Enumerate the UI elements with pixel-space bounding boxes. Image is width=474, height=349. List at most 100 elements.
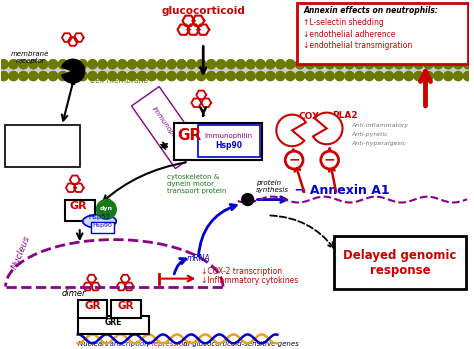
Circle shape bbox=[276, 72, 285, 81]
Circle shape bbox=[78, 60, 87, 69]
Circle shape bbox=[9, 72, 18, 81]
Circle shape bbox=[39, 60, 47, 69]
Circle shape bbox=[207, 72, 216, 81]
Text: cytoskeleton &
dynein motor
transport protein: cytoskeleton & dynein motor transport pr… bbox=[167, 174, 226, 194]
Circle shape bbox=[19, 72, 28, 81]
Circle shape bbox=[384, 72, 393, 81]
Circle shape bbox=[0, 72, 8, 81]
Circle shape bbox=[237, 72, 245, 81]
Circle shape bbox=[444, 72, 453, 81]
Text: Anti-inflammatory: Anti-inflammatory bbox=[351, 124, 409, 128]
Circle shape bbox=[384, 60, 393, 69]
Circle shape bbox=[404, 72, 413, 81]
Circle shape bbox=[147, 72, 156, 81]
Circle shape bbox=[256, 72, 265, 81]
Ellipse shape bbox=[82, 214, 116, 228]
Text: repression: repression bbox=[152, 341, 189, 347]
Circle shape bbox=[454, 72, 463, 81]
Text: Rapid
(non-genomic)
responses: Rapid (non-genomic) responses bbox=[14, 133, 70, 163]
Text: Anti-hyperalgesic: Anti-hyperalgesic bbox=[351, 141, 406, 146]
Text: Immunophilin: Immunophilin bbox=[205, 133, 253, 139]
Circle shape bbox=[296, 72, 304, 81]
Circle shape bbox=[315, 72, 324, 81]
Circle shape bbox=[246, 72, 255, 81]
Text: ↓endothelial adherence: ↓endothelial adherence bbox=[303, 30, 395, 39]
Circle shape bbox=[177, 72, 186, 81]
Circle shape bbox=[147, 72, 156, 81]
Text: ↑L-selectin shedding: ↑L-selectin shedding bbox=[303, 18, 384, 27]
Text: Hsp90: Hsp90 bbox=[215, 141, 242, 150]
Circle shape bbox=[355, 72, 364, 81]
Circle shape bbox=[39, 72, 47, 81]
Text: membrane
receptor: membrane receptor bbox=[11, 51, 49, 64]
Circle shape bbox=[167, 72, 176, 81]
Circle shape bbox=[246, 60, 255, 69]
Circle shape bbox=[108, 72, 117, 81]
Circle shape bbox=[217, 60, 226, 69]
Circle shape bbox=[237, 72, 245, 81]
Circle shape bbox=[374, 60, 383, 69]
Circle shape bbox=[49, 60, 57, 69]
Circle shape bbox=[365, 72, 374, 81]
Circle shape bbox=[49, 72, 57, 81]
Circle shape bbox=[345, 60, 354, 69]
Circle shape bbox=[207, 60, 216, 69]
Circle shape bbox=[414, 72, 423, 81]
Text: Delayed genomic
response: Delayed genomic response bbox=[343, 249, 456, 277]
Circle shape bbox=[128, 60, 137, 69]
Wedge shape bbox=[62, 59, 85, 83]
Circle shape bbox=[384, 60, 393, 69]
Circle shape bbox=[137, 60, 146, 69]
Circle shape bbox=[108, 60, 117, 69]
FancyBboxPatch shape bbox=[5, 126, 80, 167]
Circle shape bbox=[68, 60, 77, 69]
Circle shape bbox=[414, 60, 423, 69]
Circle shape bbox=[137, 60, 146, 69]
Circle shape bbox=[276, 60, 285, 69]
Circle shape bbox=[68, 72, 77, 81]
Circle shape bbox=[118, 72, 127, 81]
Circle shape bbox=[128, 72, 137, 81]
Text: Nucleus: Nucleus bbox=[10, 234, 32, 271]
Circle shape bbox=[78, 72, 87, 81]
Circle shape bbox=[137, 72, 146, 81]
Circle shape bbox=[68, 60, 77, 69]
Circle shape bbox=[157, 60, 166, 69]
FancyBboxPatch shape bbox=[78, 300, 108, 318]
Circle shape bbox=[256, 60, 265, 69]
Circle shape bbox=[29, 60, 38, 69]
FancyBboxPatch shape bbox=[91, 222, 114, 233]
Circle shape bbox=[444, 72, 453, 81]
Circle shape bbox=[325, 60, 334, 69]
Circle shape bbox=[464, 72, 473, 81]
Circle shape bbox=[454, 60, 463, 69]
Circle shape bbox=[365, 60, 374, 69]
Circle shape bbox=[227, 72, 235, 81]
Circle shape bbox=[266, 60, 275, 69]
Text: ↓Inflammatory cytokines: ↓Inflammatory cytokines bbox=[201, 276, 299, 284]
Circle shape bbox=[296, 60, 304, 69]
Circle shape bbox=[286, 60, 295, 69]
Circle shape bbox=[394, 72, 403, 81]
Circle shape bbox=[394, 60, 403, 69]
Circle shape bbox=[19, 60, 28, 69]
Circle shape bbox=[325, 60, 334, 69]
FancyBboxPatch shape bbox=[297, 3, 468, 64]
Circle shape bbox=[464, 60, 473, 69]
Circle shape bbox=[444, 60, 453, 69]
Text: protein
synthesis: protein synthesis bbox=[255, 179, 289, 193]
Circle shape bbox=[0, 60, 8, 69]
Circle shape bbox=[78, 72, 87, 81]
Circle shape bbox=[355, 60, 364, 69]
Text: PLA2: PLA2 bbox=[332, 111, 357, 120]
Circle shape bbox=[365, 60, 374, 69]
Circle shape bbox=[246, 72, 255, 81]
Circle shape bbox=[286, 60, 295, 69]
Circle shape bbox=[355, 60, 364, 69]
Text: GR: GR bbox=[84, 301, 101, 311]
Circle shape bbox=[286, 72, 295, 81]
Text: GR: GR bbox=[177, 128, 201, 143]
Circle shape bbox=[29, 72, 38, 81]
Circle shape bbox=[0, 72, 8, 81]
Circle shape bbox=[296, 60, 304, 69]
